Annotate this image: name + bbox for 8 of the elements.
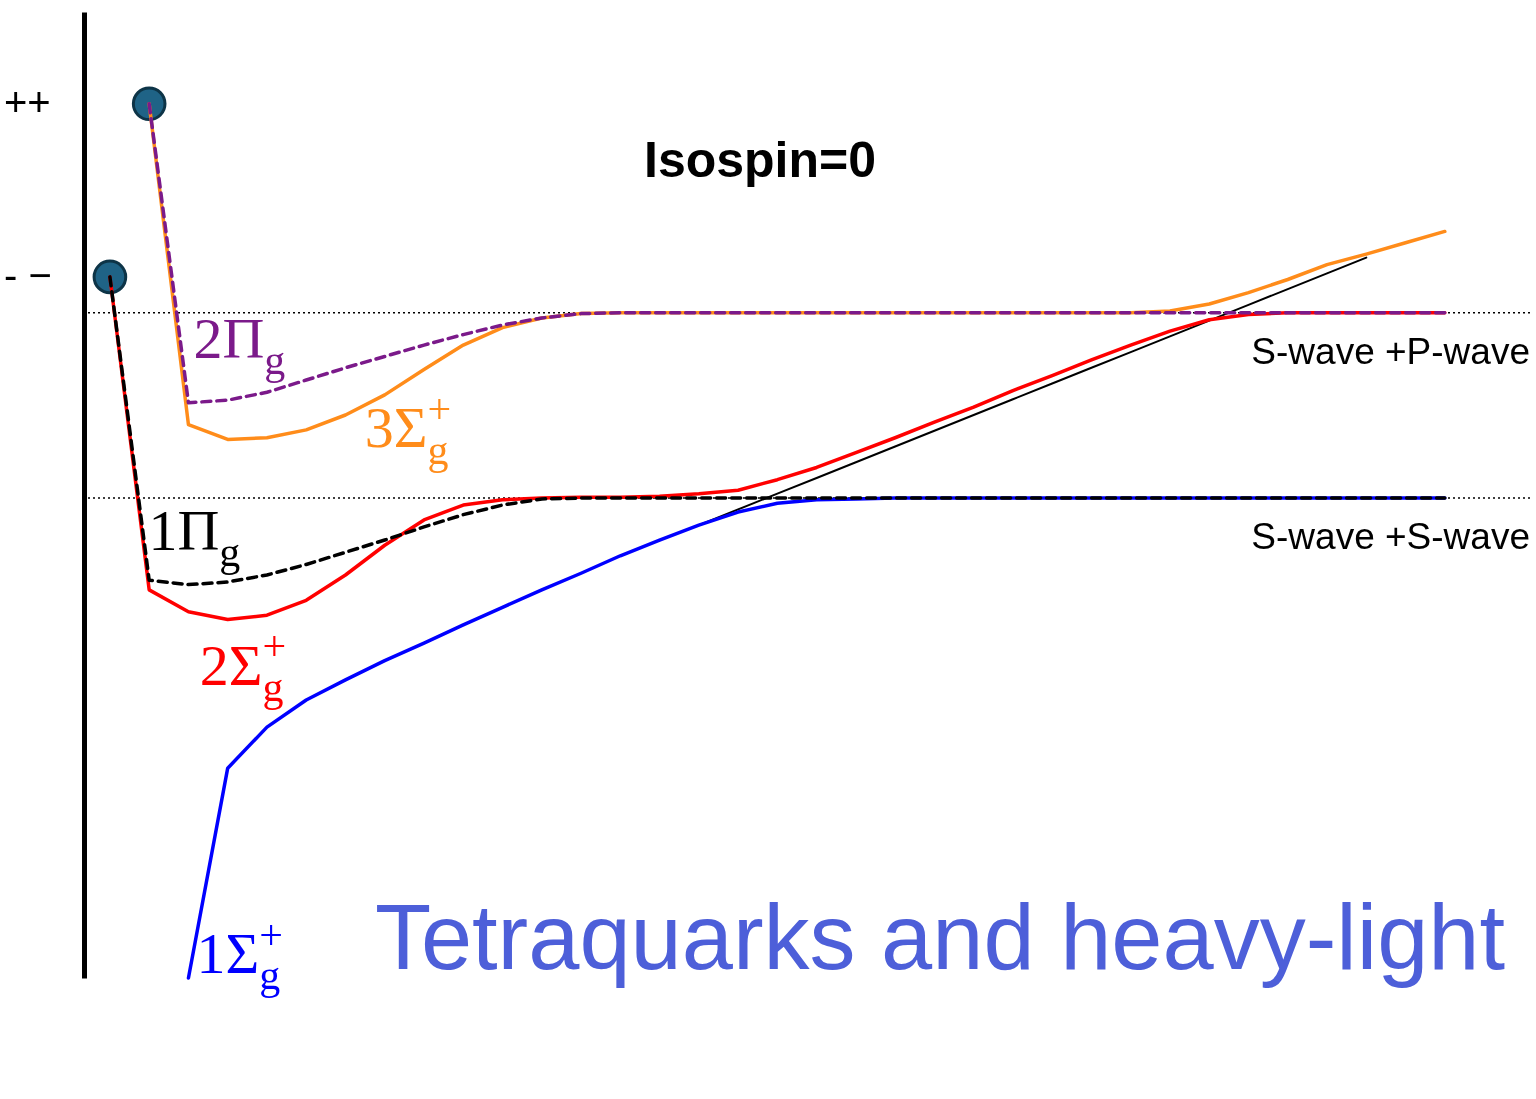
annotation: Tetraquarks and heavy-light [373,886,1507,988]
ref-line-label: S-wave +P-wave [1251,330,1530,372]
series-label: 1Π$_{g}$ [148,497,241,575]
text: Isospin=0 [643,132,877,188]
series-label: 2Π$_{g}$ [193,305,286,384]
text: - − [4,252,52,297]
ref-line-label: S-wave +S-wave [1251,516,1530,558]
text: ++ [4,79,51,124]
